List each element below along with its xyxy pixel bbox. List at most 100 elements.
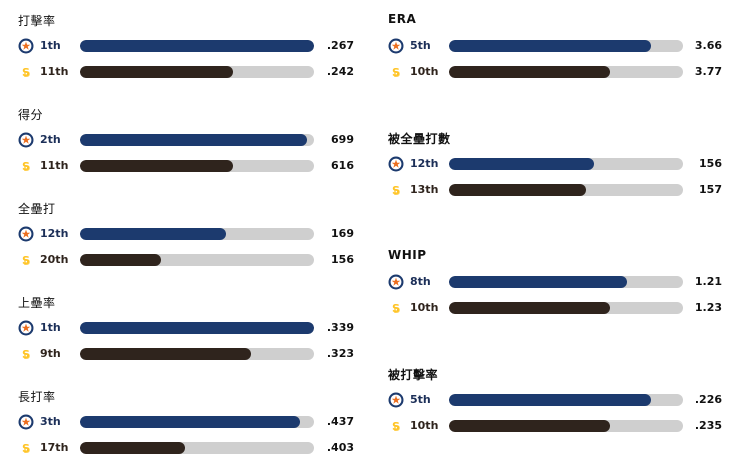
padres-sd-icon: SD [390, 65, 402, 79]
team-row: S D 11th .242 [0, 64, 370, 82]
bar-fill [449, 276, 627, 288]
stat-title: 得分 [18, 108, 44, 122]
stat-title: 打擊率 [18, 14, 56, 28]
team-row: 1th .339 [0, 320, 370, 338]
svg-text:D: D [23, 446, 30, 455]
team-rank: 1th [40, 39, 61, 52]
bar-track [449, 276, 683, 288]
bar-track [80, 134, 314, 146]
team-row: 3th .437 [0, 414, 370, 432]
team-rank: 13th [410, 183, 439, 196]
svg-text:S: S [22, 160, 30, 173]
astros-star-icon [18, 414, 34, 430]
svg-text:S: S [392, 420, 400, 433]
team-row: S D 9th .323 [0, 346, 370, 364]
team-row: S D 10th 1.23 [370, 300, 740, 318]
svg-text:S: S [22, 66, 30, 79]
stat-value: .267 [326, 39, 354, 52]
padres-sd-icon: SD [20, 65, 32, 79]
bar-fill [80, 254, 161, 266]
padres-sd-icon: SD [390, 419, 402, 433]
stat-title: 被全壘打數 [388, 132, 451, 146]
bar-fill [449, 394, 651, 406]
svg-text:S: S [392, 66, 400, 79]
bar-fill [80, 66, 233, 78]
svg-text:S: S [22, 254, 30, 267]
svg-text:D: D [23, 352, 30, 361]
bar-fill [80, 442, 185, 454]
bar-track [80, 322, 314, 334]
bar-track [80, 348, 314, 360]
team-rank: 9th [40, 347, 61, 360]
team-row: 8th 1.21 [370, 274, 740, 292]
bar-fill [449, 40, 651, 52]
team-rank: 12th [40, 227, 69, 240]
team-rank: 10th [410, 419, 439, 432]
bar-fill [80, 348, 251, 360]
padres-sd-icon: SD [390, 301, 402, 315]
astros-star-icon [18, 132, 34, 148]
astros-star-icon [388, 38, 404, 54]
bar-track [449, 302, 683, 314]
bar-fill [80, 40, 314, 52]
bar-fill [449, 302, 610, 314]
bar-track [80, 442, 314, 454]
team-rank: 12th [410, 157, 439, 170]
bar-track [80, 160, 314, 172]
bar-fill [80, 134, 307, 146]
bar-track [449, 158, 683, 170]
padres-sd-icon: SD [20, 347, 32, 361]
astros-star-icon [388, 392, 404, 408]
bar-track [449, 66, 683, 78]
svg-text:S: S [22, 348, 30, 361]
stat-title: WHIP [388, 248, 427, 262]
stat-title: 被打擊率 [388, 368, 439, 382]
astros-star-icon [388, 156, 404, 172]
bar-track [449, 394, 683, 406]
team-rank: 20th [40, 253, 69, 266]
bar-track [80, 254, 314, 266]
bar-track [80, 40, 314, 52]
team-rank: 8th [410, 275, 431, 288]
team-rank: 5th [410, 393, 431, 406]
padres-sd-icon: SD [390, 183, 402, 197]
bar-track [449, 420, 683, 432]
padres-sd-icon: SD [20, 441, 32, 455]
bar-fill [80, 160, 233, 172]
stat-value: .403 [326, 441, 354, 454]
stat-value: 156 [331, 253, 354, 266]
stat-value: 156 [699, 157, 722, 170]
team-rank: 11th [40, 159, 69, 172]
bar-fill [449, 158, 594, 170]
svg-text:S: S [392, 184, 400, 197]
svg-text:D: D [393, 424, 400, 433]
bar-track [449, 40, 683, 52]
bar-track [80, 416, 314, 428]
team-row: 1th .267 [0, 38, 370, 56]
stat-value: .323 [326, 347, 354, 360]
team-rank: 11th [40, 65, 69, 78]
svg-text:D: D [23, 70, 30, 79]
astros-star-icon [18, 38, 34, 54]
team-row: S D 13th 157 [370, 182, 740, 200]
svg-text:D: D [23, 164, 30, 173]
bar-fill [80, 228, 226, 240]
svg-text:D: D [393, 188, 400, 197]
bar-fill [80, 416, 300, 428]
stat-value: 157 [699, 183, 722, 196]
stat-title: 上壘率 [18, 296, 56, 310]
stat-value: .339 [326, 321, 354, 334]
stat-title: 全壘打 [18, 202, 56, 216]
bar-track [449, 184, 683, 196]
team-rank: 5th [410, 39, 431, 52]
team-row: 5th .226 [370, 392, 740, 410]
bar-track [80, 66, 314, 78]
svg-text:S: S [22, 442, 30, 455]
svg-text:D: D [393, 70, 400, 79]
stat-value: .235 [694, 419, 722, 432]
team-rank: 10th [410, 65, 439, 78]
team-row: S D 11th 616 [0, 158, 370, 176]
stat-title: 長打率 [18, 390, 56, 404]
svg-text:D: D [23, 258, 30, 267]
stat-value: .242 [326, 65, 354, 78]
